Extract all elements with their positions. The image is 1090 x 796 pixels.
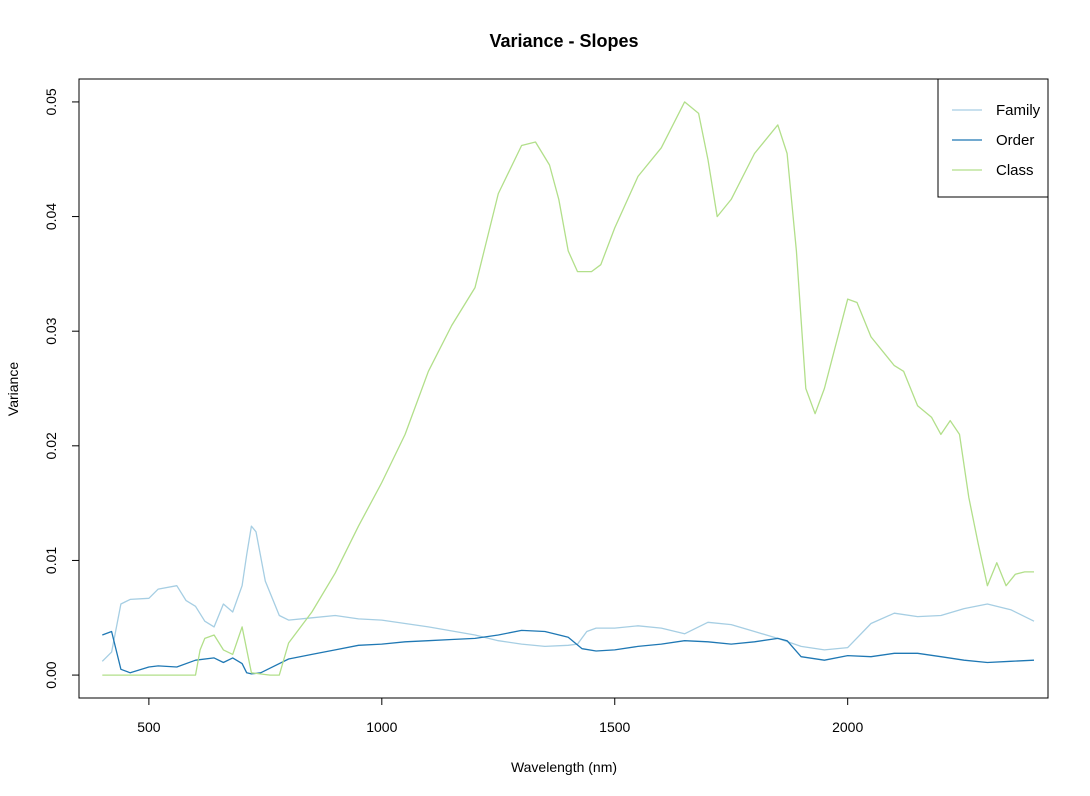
y-tick-label: 0.03	[43, 317, 59, 344]
y-axis-label: Variance	[5, 362, 21, 416]
y-tick-label: 0.04	[43, 203, 59, 230]
chart-title: Variance - Slopes	[489, 31, 638, 51]
series-line-class	[102, 101, 1034, 676]
legend-label-class: Class	[996, 162, 1034, 179]
series-group	[101, 101, 1035, 676]
series-line-family	[101, 525, 1035, 662]
legend-label-order: Order	[996, 132, 1034, 149]
x-axis-label: Wavelength (nm)	[511, 759, 617, 775]
legend-label-family: Family	[996, 102, 1041, 119]
legend: Family Order Class	[937, 78, 1049, 198]
x-tick-label: 500	[137, 719, 161, 735]
y-tick-label: 0.05	[43, 88, 59, 115]
x-tick-label: 2000	[832, 719, 863, 735]
y-tick-label: 0.00	[43, 661, 59, 688]
y-tick-label: 0.02	[43, 432, 59, 459]
legend-frame	[937, 78, 1049, 198]
y-axis: 0.00 0.01 0.02 0.03 0.04 0.05	[43, 88, 79, 689]
x-axis: 500 1000 1500 2000	[137, 698, 863, 735]
plot-area-frame	[78, 78, 1049, 699]
y-tick-label: 0.01	[43, 547, 59, 574]
x-tick-label: 1500	[599, 719, 630, 735]
x-tick-label: 1000	[366, 719, 397, 735]
series-line-order	[102, 629, 1035, 675]
